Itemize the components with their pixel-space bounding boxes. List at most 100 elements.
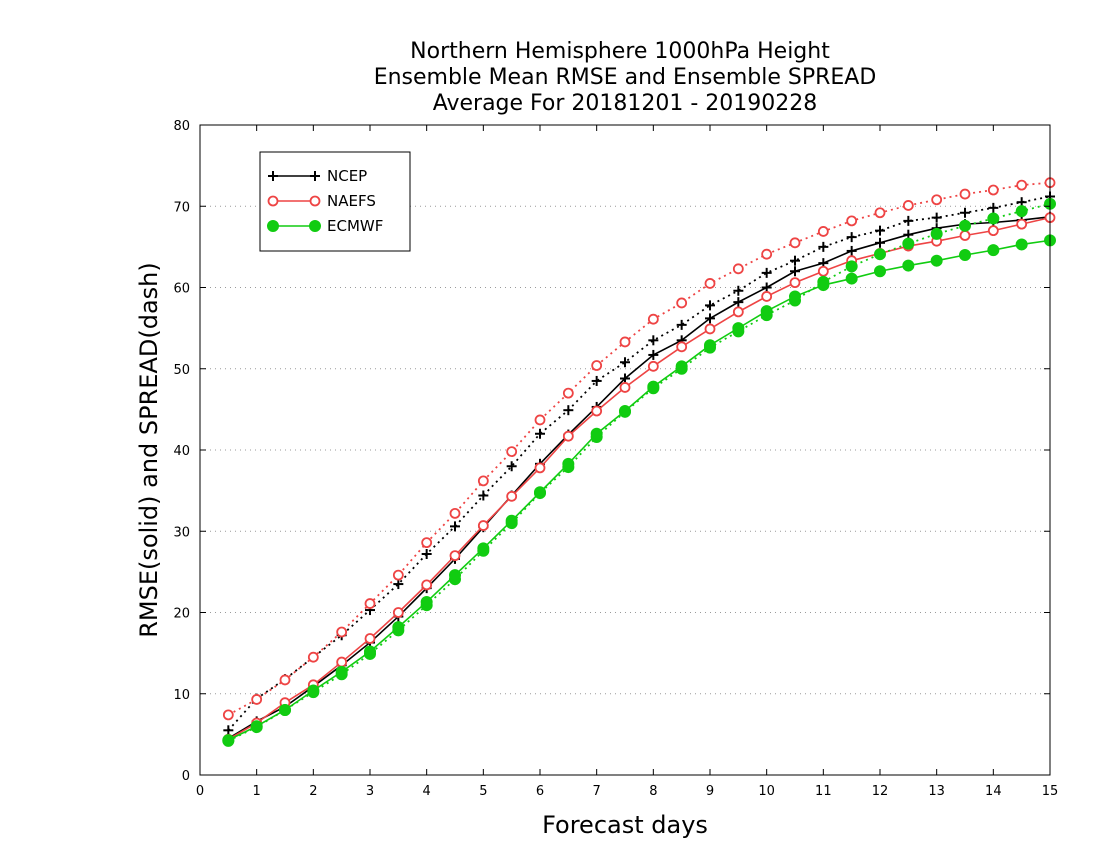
legend-item-naefs: NAEFS (267, 192, 376, 210)
naefs-spread-point (251, 694, 263, 705)
ncep-spread-point (648, 335, 659, 346)
ncep-spread-line (227, 195, 1051, 731)
series-ecmwf (222, 197, 1056, 747)
naefs-rmse-point (704, 323, 716, 335)
ncep-spread-point (591, 375, 602, 386)
naefs-spread-point (477, 475, 489, 487)
naefs-spread-line (227, 181, 1051, 716)
y-axis-label: RMSE(solid) and SPREAD(dash) (135, 262, 163, 638)
ncep-rmse-point (620, 373, 630, 384)
ncep-spread-point (846, 232, 857, 243)
naefs-spread-point (392, 569, 404, 581)
ncep-spread-point (450, 521, 460, 532)
x-tick-label: 11 (815, 784, 832, 799)
ecmwf-rmse-point (902, 259, 915, 272)
ecmwf-rmse-point (959, 249, 971, 261)
naefs-rmse-point (987, 225, 999, 237)
naefs-rmse-point (1016, 218, 1028, 230)
ecmwf-spread-point (874, 248, 886, 261)
legend-marker-ncep (268, 171, 278, 181)
legend-label-ncep: NCEP (327, 167, 367, 185)
x-tick-label: 7 (593, 784, 601, 799)
ecmwf-rmse-point (477, 542, 490, 555)
ecmwf-rmse-point (987, 244, 1000, 257)
ncep-spread-point (421, 549, 432, 559)
ecmwf-rmse-point (590, 427, 603, 440)
x-tick-label: 6 (536, 784, 544, 799)
naefs-spread-point (931, 194, 943, 206)
naefs-rmse-point (959, 230, 971, 241)
naefs-spread-point (619, 336, 631, 348)
ncep-spread-point (988, 202, 999, 213)
legend-marker-ecmwf (267, 220, 279, 232)
legend-marker-naefs (309, 195, 321, 207)
ncep-rmse-point (733, 297, 744, 308)
naefs-rmse-point (534, 462, 546, 474)
ncep-spread-point (620, 357, 630, 368)
ecmwf-rmse-point (562, 457, 575, 470)
ncep-spread-point (478, 490, 489, 501)
legend-item-ncep: NCEP (268, 167, 367, 185)
y-tick-label: 70 (173, 200, 190, 215)
x-axis: 0 1 2 3 4 5 6 7 8 9 10 11 12 13 14 15 (196, 125, 1058, 799)
ncep-spread-point (761, 267, 772, 278)
naefs-spread-point (817, 226, 829, 237)
x-tick-label: 2 (309, 784, 317, 799)
ncep-spread-point (705, 300, 715, 311)
naefs-rmse-point (364, 633, 376, 644)
ncep-spread-point (535, 428, 545, 439)
y-tick-label: 50 (173, 363, 190, 378)
ncep-spread-point (903, 215, 914, 226)
ecmwf-rmse-point (930, 254, 943, 267)
naefs-spread-point (846, 215, 858, 227)
y-tick-label: 20 (173, 607, 190, 622)
naefs-rmse-point (676, 341, 688, 353)
title-line-1: Northern Hemisphere 1000hPa Height (410, 39, 830, 64)
naefs-spread-point (336, 626, 348, 638)
legend: NCEP NAEFS ECMWF (259, 151, 411, 252)
naefs-rmse-point (562, 430, 574, 442)
naefs-spread-point (421, 537, 433, 549)
y-tick-label: 80 (173, 119, 190, 134)
y-tick-label: 10 (173, 688, 190, 703)
ecmwf-rmse-point (222, 734, 235, 747)
ecmwf-spread-line (227, 202, 1051, 742)
naefs-spread-point (676, 297, 688, 309)
naefs-rmse-point (336, 656, 348, 668)
ncep-rmse-point (761, 282, 772, 293)
legend-marker-ecmwf (309, 220, 321, 232)
naefs-spread-point (987, 184, 999, 196)
naefs-spread-point (534, 414, 546, 426)
x-tick-label: 3 (366, 784, 374, 799)
ecmwf-rmse-point (760, 305, 773, 318)
y-tick-label: 0 (182, 769, 190, 784)
x-tick-label: 4 (423, 784, 431, 799)
ncep-spread-point (818, 241, 829, 252)
y-tick-label: 40 (173, 444, 190, 459)
naefs-rmse-point (591, 405, 603, 417)
naefs-spread-point (959, 188, 971, 200)
naefs-spread-point (506, 446, 518, 458)
series-group (222, 177, 1056, 747)
naefs-spread-point (279, 674, 291, 686)
naefs-spread-point (1016, 179, 1028, 191)
naefs-spread-point (449, 507, 461, 519)
ncep-spread-point (506, 461, 517, 472)
naefs-rmse-point (449, 550, 461, 562)
ecmwf-rmse-point (534, 486, 546, 499)
naefs-spread-point (222, 709, 234, 721)
ncep-spread-point (393, 579, 404, 590)
ecmwf-rmse-point (505, 514, 518, 527)
ncep-rmse-point (648, 349, 659, 360)
x-tick-label: 10 (758, 784, 775, 799)
ncep-rmse-point (790, 266, 800, 277)
series-ncep (223, 191, 1055, 744)
ecmwf-rmse-point (392, 621, 405, 634)
naefs-rmse-point (761, 291, 773, 302)
y-axis: 0 10 20 30 40 50 60 70 80 (173, 119, 1050, 784)
y-tick-label: 60 (173, 282, 190, 297)
ecmwf-rmse-point (789, 290, 801, 303)
x-tick-label: 8 (649, 784, 657, 799)
ecmwf-rmse-point (619, 405, 631, 417)
naefs-spread-point (307, 651, 319, 663)
